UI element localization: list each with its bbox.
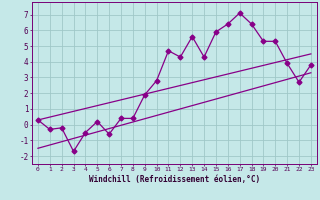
X-axis label: Windchill (Refroidissement éolien,°C): Windchill (Refroidissement éolien,°C) bbox=[89, 175, 260, 184]
